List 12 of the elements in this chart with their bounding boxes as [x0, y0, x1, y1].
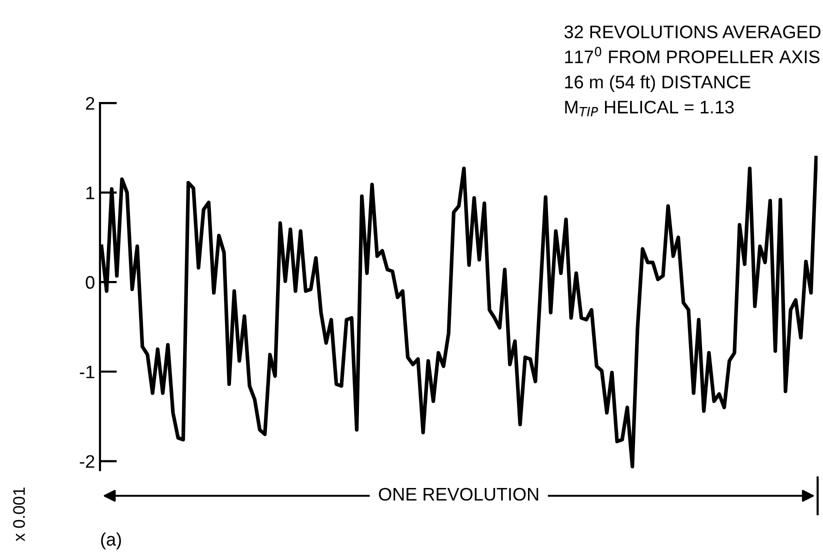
text: (a): [101, 532, 121, 550]
text: 32 REVOLUTIONS AVERAGED: [564, 26, 820, 38]
y-tick-label: -2: [80, 455, 94, 468]
y-tick-label: 1: [86, 186, 94, 200]
text: ONE REVOLUTION: [378, 488, 538, 501]
y-tick-label: 2: [86, 96, 94, 110]
y-axis-title: x 0.001: [13, 488, 25, 542]
annotation: M$_{TIP}$ HELICAL = 1.13: [565, 100, 734, 116]
y-tick-label: -1: [80, 366, 94, 378]
text: 117$^{0}$ FROM PROPELLER AXIS: [565, 46, 820, 64]
text: 16 m (54 ft) DISTANCE: [565, 75, 750, 92]
y-tick-label: 0: [86, 276, 94, 289]
